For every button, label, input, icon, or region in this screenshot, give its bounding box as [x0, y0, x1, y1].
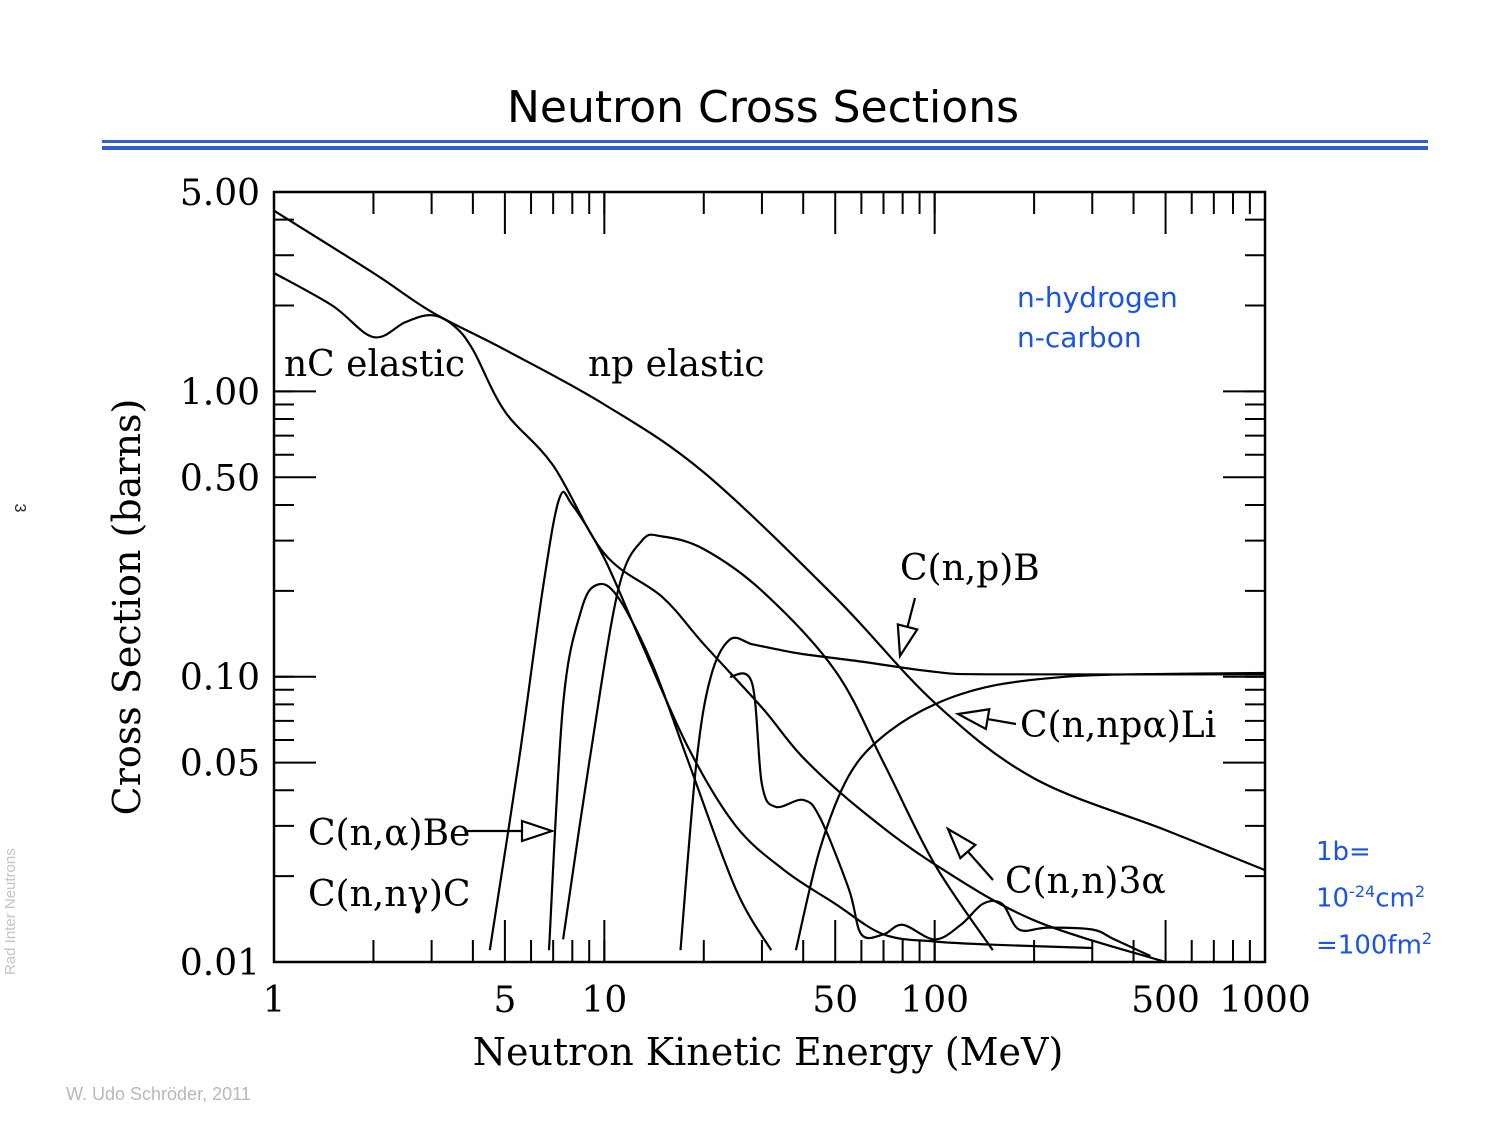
- y-axis-label: Cross Section (barns): [105, 399, 149, 816]
- x-tick-label: 5: [493, 980, 516, 1021]
- x-tick-label: 500: [1131, 980, 1200, 1021]
- plot-frame: [272, 190, 1267, 964]
- x-axis-label: Neutron Kinetic Energy (MeV): [473, 1030, 1064, 1074]
- page-number: 3: [11, 503, 28, 513]
- x-tick-label: 10: [581, 980, 627, 1021]
- annotation-cngamma-c: C(n,nγ)C: [308, 874, 471, 915]
- series-line-np-elastic-0: [273, 209, 1266, 872]
- legend: n-hydrogen n-carbon: [1017, 278, 1178, 358]
- arrow-calpha-be-head: [520, 819, 556, 843]
- author-footer: W. Udo Schröder, 2011: [66, 1084, 251, 1104]
- x-tick-label: 1: [263, 980, 286, 1021]
- slide-title: Neutron Cross Sections: [506, 82, 1020, 133]
- y-tick-label: 1.00: [180, 372, 260, 413]
- x-tick-label: 100: [900, 980, 969, 1021]
- series-line-nc-elastic-1: [273, 272, 1166, 964]
- x-tick-label: 50: [812, 980, 858, 1021]
- series-line-c-n-np-li-6: [794, 671, 1266, 951]
- arrow-cnpalpha-li-head: [954, 707, 991, 731]
- arrow-cn3alpha: [945, 826, 994, 881]
- arrow-cnp-b-head: [896, 623, 919, 660]
- arrow-cn3alpha-head: [945, 826, 978, 860]
- annotation-cnpalpha-li: C(n,npα)Li: [1020, 705, 1216, 746]
- title-rule-bottom: [102, 146, 1428, 150]
- series-line-c-n-n-c-3: [547, 582, 773, 951]
- arrow-cn3alpha-shaft: [967, 850, 994, 881]
- y-tick-label: 0.50: [180, 458, 260, 499]
- arrow-cnp-b: [896, 597, 919, 660]
- y-tick-label: 5.00: [180, 173, 260, 214]
- unit-note-line-3: =100fm2: [1316, 928, 1433, 961]
- side-footer: Rad Inter Neutrons: [2, 848, 19, 975]
- annotation-cnp-b: C(n,p)B: [900, 548, 1040, 589]
- y-tick-label: 0.01: [180, 943, 260, 984]
- unit-note-line-1: 1b=: [1316, 837, 1371, 867]
- arrow-calpha-be: [466, 819, 556, 843]
- y-tick-label: 0.10: [180, 658, 260, 699]
- annotation-np-elastic: np elastic: [588, 344, 765, 385]
- legend-item-n-hydrogen: n-hydrogen: [1017, 281, 1178, 314]
- arrow-cnpalpha-li: [954, 707, 1017, 731]
- series-line-c-n-p-b-4: [562, 533, 994, 951]
- arrow-cnp-b-shaft: [906, 597, 917, 628]
- legend-item-n-carbon: n-carbon: [1017, 321, 1142, 354]
- series-line-c-n-n-3-5: [679, 636, 1266, 951]
- annotation-calpha-be: C(n,α)Be: [308, 813, 470, 854]
- unit-conversion-note: 1b= 10-24cm2 =100fm2: [1316, 832, 1432, 965]
- annotation-nc-elastic: nC elastic: [284, 344, 465, 385]
- arrow-cnpalpha-li-shaft: [987, 718, 1017, 726]
- unit-note-line-2: 10-24cm2: [1316, 882, 1426, 914]
- x-tick-label: 1000: [1219, 980, 1311, 1021]
- series-line-c-n-n-3-7: [729, 672, 1151, 957]
- title-rule-top: [102, 140, 1428, 143]
- annotation-cn3alpha: C(n,n)3α: [1005, 861, 1166, 902]
- y-tick-label: 0.05: [180, 744, 260, 785]
